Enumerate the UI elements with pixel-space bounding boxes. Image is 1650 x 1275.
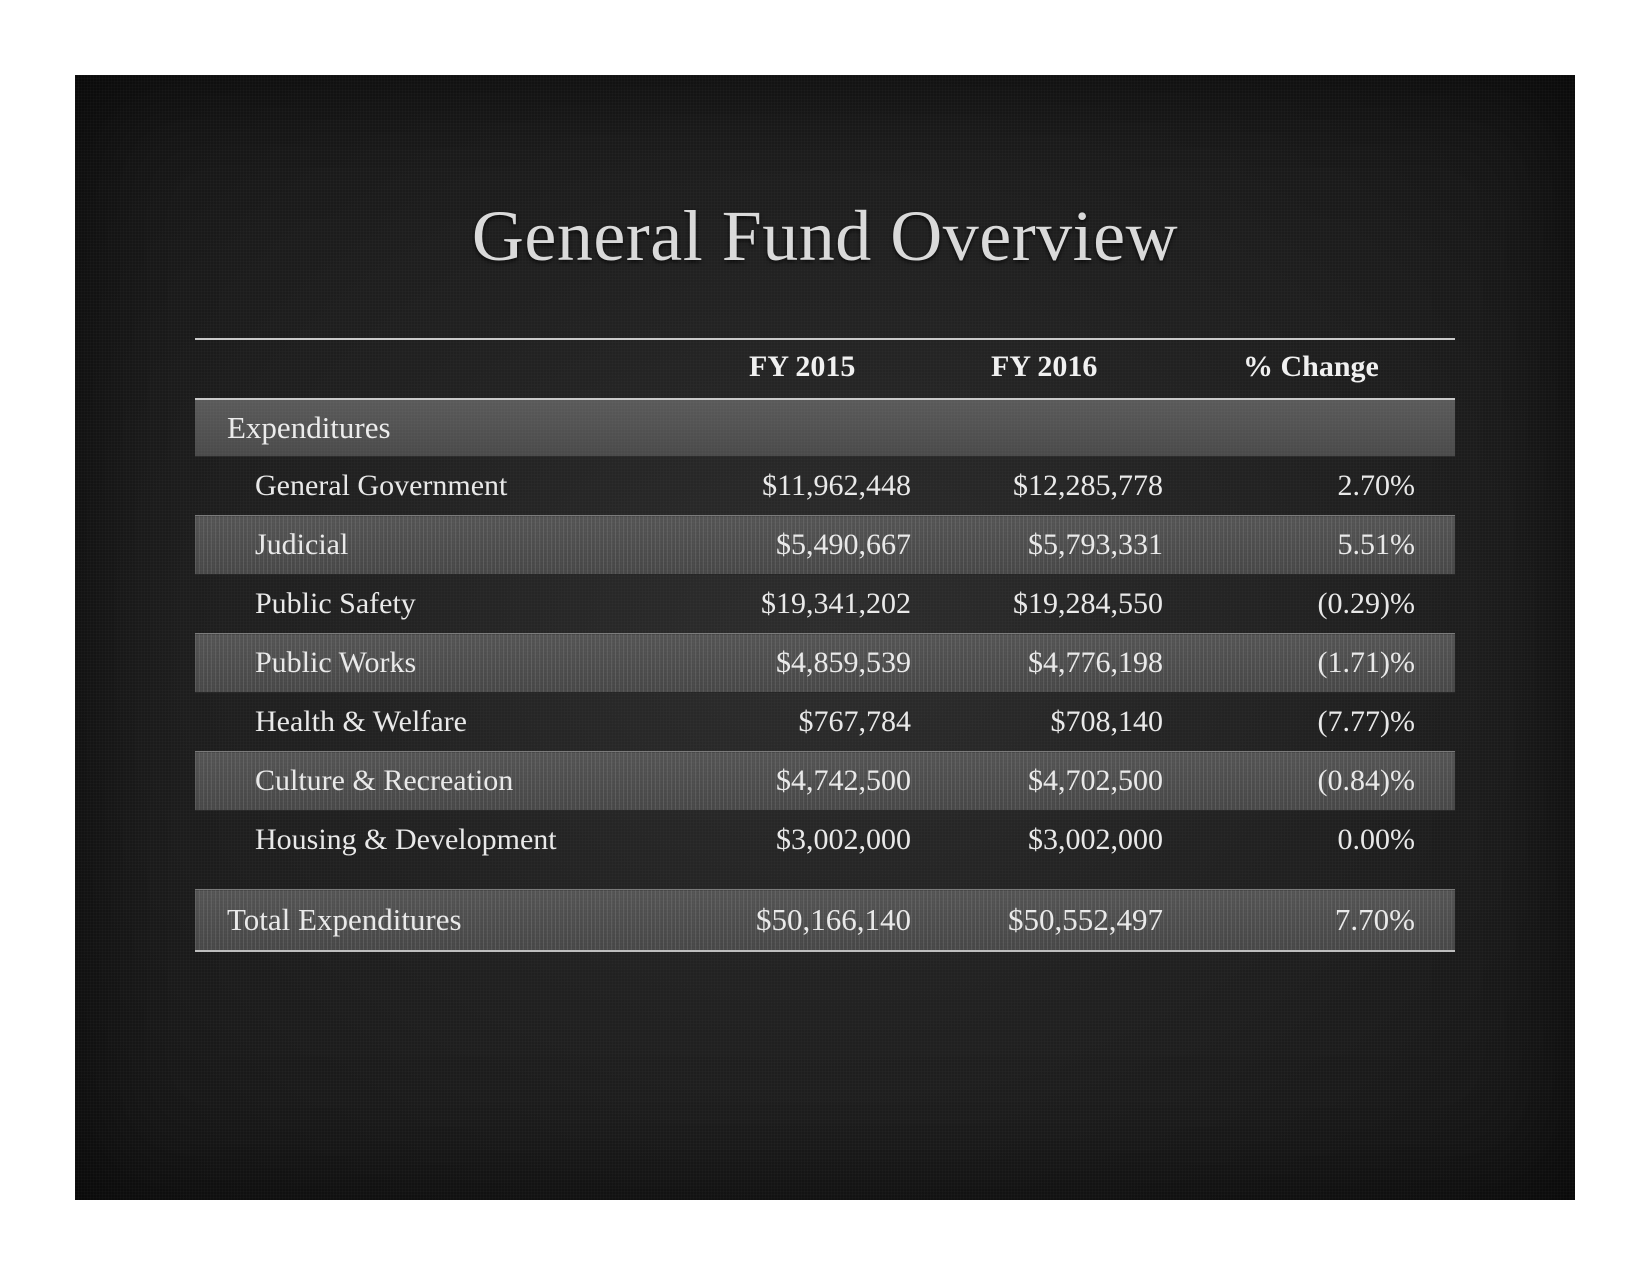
row-fy2016: $4,776,198 [951, 634, 1203, 693]
row-label: Judicial [195, 516, 699, 575]
row-change: 5.51% [1203, 516, 1455, 575]
row-change: 0.00% [1203, 811, 1455, 870]
row-label: Health & Welfare [195, 693, 699, 752]
col-header-change: % Change [1203, 339, 1455, 399]
row-fy2016: $19,284,550 [951, 575, 1203, 634]
row-change: 2.70% [1203, 457, 1455, 516]
row-fy2015: $3,002,000 [699, 811, 951, 870]
table-row: Judicial$5,490,667$5,793,3315.51% [195, 516, 1455, 575]
row-fy2016: $5,793,331 [951, 516, 1203, 575]
table-header: FY 2015 FY 2016 % Change [195, 339, 1455, 399]
row-fy2015: $767,784 [699, 693, 951, 752]
row-fy2015: $4,859,539 [699, 634, 951, 693]
row-fy2016: $3,002,000 [951, 811, 1203, 870]
total-label: Total Expenditures [195, 890, 699, 952]
total-fy2016: $50,552,497 [951, 890, 1203, 952]
table-row: Public Safety$19,341,202$19,284,550(0.29… [195, 575, 1455, 634]
col-header-blank [195, 339, 699, 399]
row-label: Housing & Development [195, 811, 699, 870]
row-change: (7.77)% [1203, 693, 1455, 752]
total-fy2015: $50,166,140 [699, 890, 951, 952]
section-label: Expenditures [195, 399, 1455, 457]
row-change: (0.29)% [1203, 575, 1455, 634]
table-row: Culture & Recreation$4,742,500$4,702,500… [195, 752, 1455, 811]
section-row-expenditures: Expenditures [195, 399, 1455, 457]
expenditures-table-wrap: FY 2015 FY 2016 % Change Expenditures Ge… [195, 338, 1455, 952]
total-row: Total Expenditures $50,166,140 $50,552,4… [195, 890, 1455, 952]
slide-title: General Fund Overview [75, 195, 1575, 278]
row-fy2016: $4,702,500 [951, 752, 1203, 811]
table-row: Public Works$4,859,539$4,776,198(1.71)% [195, 634, 1455, 693]
slide: General Fund Overview FY 2015 FY 2016 % … [75, 75, 1575, 1200]
row-label: Culture & Recreation [195, 752, 699, 811]
expenditures-table: FY 2015 FY 2016 % Change Expenditures Ge… [195, 338, 1455, 952]
row-change: (1.71)% [1203, 634, 1455, 693]
row-fy2016: $12,285,778 [951, 457, 1203, 516]
row-label: Public Works [195, 634, 699, 693]
row-fy2016: $708,140 [951, 693, 1203, 752]
row-label: Public Safety [195, 575, 699, 634]
row-change: (0.84)% [1203, 752, 1455, 811]
total-change: 7.70% [1203, 890, 1455, 952]
row-label: General Government [195, 457, 699, 516]
table-body: Expenditures General Government$11,962,4… [195, 399, 1455, 951]
col-header-fy2015: FY 2015 [699, 339, 951, 399]
row-fy2015: $4,742,500 [699, 752, 951, 811]
spacer-row [195, 869, 1455, 890]
table-row: General Government$11,962,448$12,285,778… [195, 457, 1455, 516]
row-fy2015: $11,962,448 [699, 457, 951, 516]
table-row: Health & Welfare$767,784$708,140(7.77)% [195, 693, 1455, 752]
table-row: Housing & Development$3,002,000$3,002,00… [195, 811, 1455, 870]
col-header-fy2016: FY 2016 [951, 339, 1203, 399]
row-fy2015: $5,490,667 [699, 516, 951, 575]
row-fy2015: $19,341,202 [699, 575, 951, 634]
